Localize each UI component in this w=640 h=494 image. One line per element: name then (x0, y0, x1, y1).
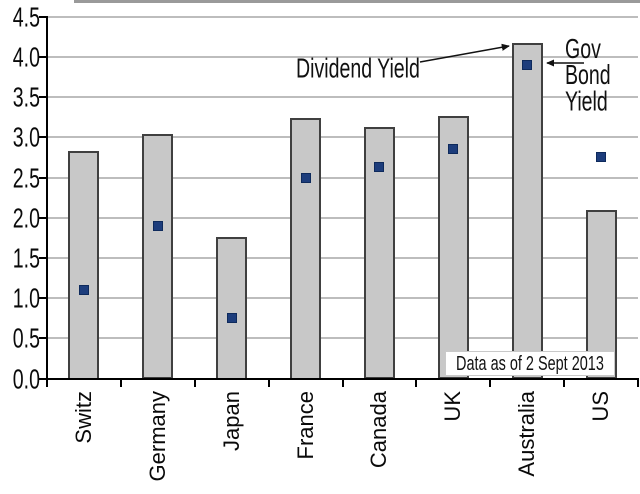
y-tick-label: 1.5 (0, 242, 40, 274)
x-axis-tick (489, 378, 492, 387)
x-axis-tick (341, 378, 344, 387)
x-axis-tick (46, 378, 48, 387)
x-axis-tick (119, 378, 122, 387)
y-axis-line (46, 15, 48, 380)
gov-bond-label-line-3: Yield (565, 85, 608, 117)
gridline (47, 256, 638, 259)
y-axis-tick (39, 216, 48, 219)
y-tick-label-text: 0.0 (12, 362, 40, 395)
gridline (47, 216, 638, 219)
data-note-box: Data as of 2 Sept 2013 (445, 351, 615, 376)
annotation-gov-bond-yield: Gov Bond Yield (565, 32, 619, 114)
marker-japan (226, 313, 237, 324)
y-axis-tick (39, 15, 48, 18)
x-label-uk: UK (440, 391, 466, 422)
marker-us (596, 152, 607, 163)
bar-france (290, 118, 322, 380)
y-tick-label-text: 3.5 (12, 81, 40, 113)
y-tick-label-text: 2.0 (12, 202, 40, 234)
gridline (47, 297, 638, 300)
marker-australia (522, 59, 533, 70)
y-axis-tick (39, 256, 48, 259)
y-tick-label-text: 4.5 (12, 1, 40, 33)
y-tick-label: 1.0 (0, 282, 40, 314)
gov-bond-label-line-2: Bond (565, 59, 611, 91)
x-label-japan: Japan (218, 391, 244, 451)
y-tick-label: 0.0 (0, 362, 40, 395)
gridline (47, 136, 638, 139)
y-tick-label: 2.0 (0, 202, 40, 234)
x-label-us: US (588, 391, 614, 422)
marker-uk (448, 144, 459, 155)
x-label-switz: Switz (70, 391, 96, 444)
x-axis-tick (267, 378, 270, 387)
y-tick-label: 4.5 (0, 1, 40, 33)
gov-bond-label-line-1: Gov (565, 32, 601, 64)
x-label-france: France (292, 391, 318, 460)
y-tick-label: 2.5 (0, 161, 40, 194)
data-note-text: Data as of 2 Sept 2013 (456, 351, 604, 375)
x-axis-line (46, 377, 639, 380)
gridline (47, 15, 638, 18)
x-label-canada: Canada (366, 391, 392, 469)
y-tick-label-text: 3.0 (12, 121, 40, 153)
y-tick-label-text: 2.5 (12, 161, 40, 194)
y-axis-tick (39, 136, 48, 139)
marker-canada (374, 162, 385, 172)
gridline (47, 55, 638, 58)
marker-switz (78, 285, 89, 296)
marker-france (300, 172, 311, 183)
x-axis-tick (415, 378, 418, 387)
bar-japan (216, 237, 248, 380)
x-axis-tick (193, 378, 196, 387)
gridline (47, 96, 638, 99)
x-label-germany: Germany (144, 391, 170, 482)
bar-australia (511, 43, 543, 380)
y-tick-label: 0.5 (0, 322, 40, 354)
bar-switz (68, 151, 100, 380)
y-tick-label-text: 1.5 (12, 242, 40, 274)
top-edge-line (74, 0, 640, 3)
bar-canada (363, 126, 395, 380)
y-axis-tick (39, 176, 48, 179)
bar-uk (437, 115, 469, 380)
y-tick-label: 3.0 (0, 121, 40, 153)
x-label-australia: Australia (514, 391, 540, 477)
y-tick-label: 3.5 (0, 81, 40, 113)
dividend-yield-label: Dividend Yield (296, 52, 420, 84)
y-axis-tick (39, 377, 48, 380)
y-axis-tick (39, 96, 48, 99)
bar-germany (142, 134, 174, 380)
y-axis-tick (39, 55, 48, 58)
y-axis-tick (39, 337, 48, 340)
gridline (47, 337, 638, 340)
gridline (47, 176, 638, 179)
y-tick-label-text: 0.5 (12, 322, 40, 354)
y-tick-label-text: 4.0 (12, 41, 40, 73)
y-tick-label-text: 1.0 (12, 282, 40, 314)
annotation-dividend-yield: Dividend Yield (296, 52, 442, 84)
y-axis-tick (39, 297, 48, 300)
marker-germany (152, 220, 163, 231)
x-axis-tick (637, 378, 639, 387)
y-tick-label: 4.0 (0, 41, 40, 73)
x-axis-tick (563, 378, 566, 387)
